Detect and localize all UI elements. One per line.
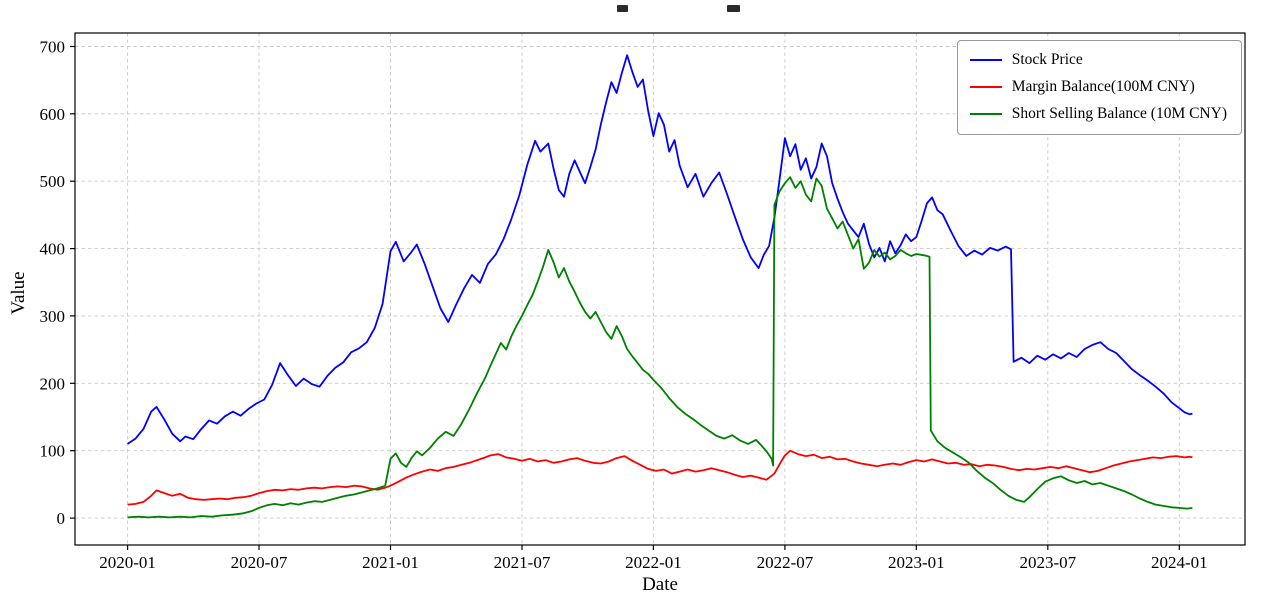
x-tick-label: 2022-01 [625, 553, 682, 572]
legend-label-short-selling-balance: Short Selling Balance (10M CNY) [1011, 105, 1227, 122]
y-tick-label: 100 [40, 442, 66, 461]
x-tick-label: 2020-01 [99, 553, 156, 572]
legend-label-margin-balance: Margin Balance(100M CNY) [1011, 78, 1195, 95]
x-tick-label: 2021-01 [362, 553, 419, 572]
y-tick-label: 500 [40, 172, 66, 191]
legend-item-short-selling-balance: Short Selling Balance (10M CNY) [969, 105, 1227, 123]
y-tick-label: 0 [57, 509, 66, 528]
legend-line-sample-red [969, 86, 1002, 88]
x-tick-label: 2020-07 [231, 553, 288, 572]
legend: Stock Price Margin Balance(100M CNY) Sho… [956, 40, 1242, 135]
legend-line-sample-blue [969, 59, 1002, 61]
x-tick-label: 2021-07 [494, 553, 551, 572]
legend-item-margin-balance: Margin Balance(100M CNY) [969, 78, 1227, 96]
x-axis-title: Date [642, 574, 678, 595]
legend-label-stock-price: Stock Price [1011, 51, 1083, 68]
x-tick-label: 2022-07 [757, 553, 814, 572]
y-tick-label: 200 [40, 374, 66, 393]
y-axis-title: Value [8, 271, 29, 315]
y-tick-label: 300 [40, 307, 66, 326]
x-tick-label: 2024-01 [1151, 553, 1208, 572]
y-tick-label: 600 [40, 105, 66, 124]
cropped-title-fragment [617, 5, 628, 12]
series-line-stock-price [127, 54, 1193, 445]
legend-line-sample-green [969, 113, 1002, 115]
x-tick-label: 2023-01 [888, 553, 945, 572]
series-line-short-selling-balance-10m-cny [127, 176, 1193, 519]
y-tick-label: 400 [40, 240, 66, 259]
legend-item-stock-price: Stock Price [969, 51, 1227, 69]
y-tick-label: 700 [40, 38, 66, 57]
plot-border [74, 32, 1246, 546]
x-tick-label: 2023-07 [1019, 553, 1076, 572]
cropped-title-fragment [727, 5, 740, 12]
series-line-margin-balance-100m-cny [127, 449, 1193, 506]
